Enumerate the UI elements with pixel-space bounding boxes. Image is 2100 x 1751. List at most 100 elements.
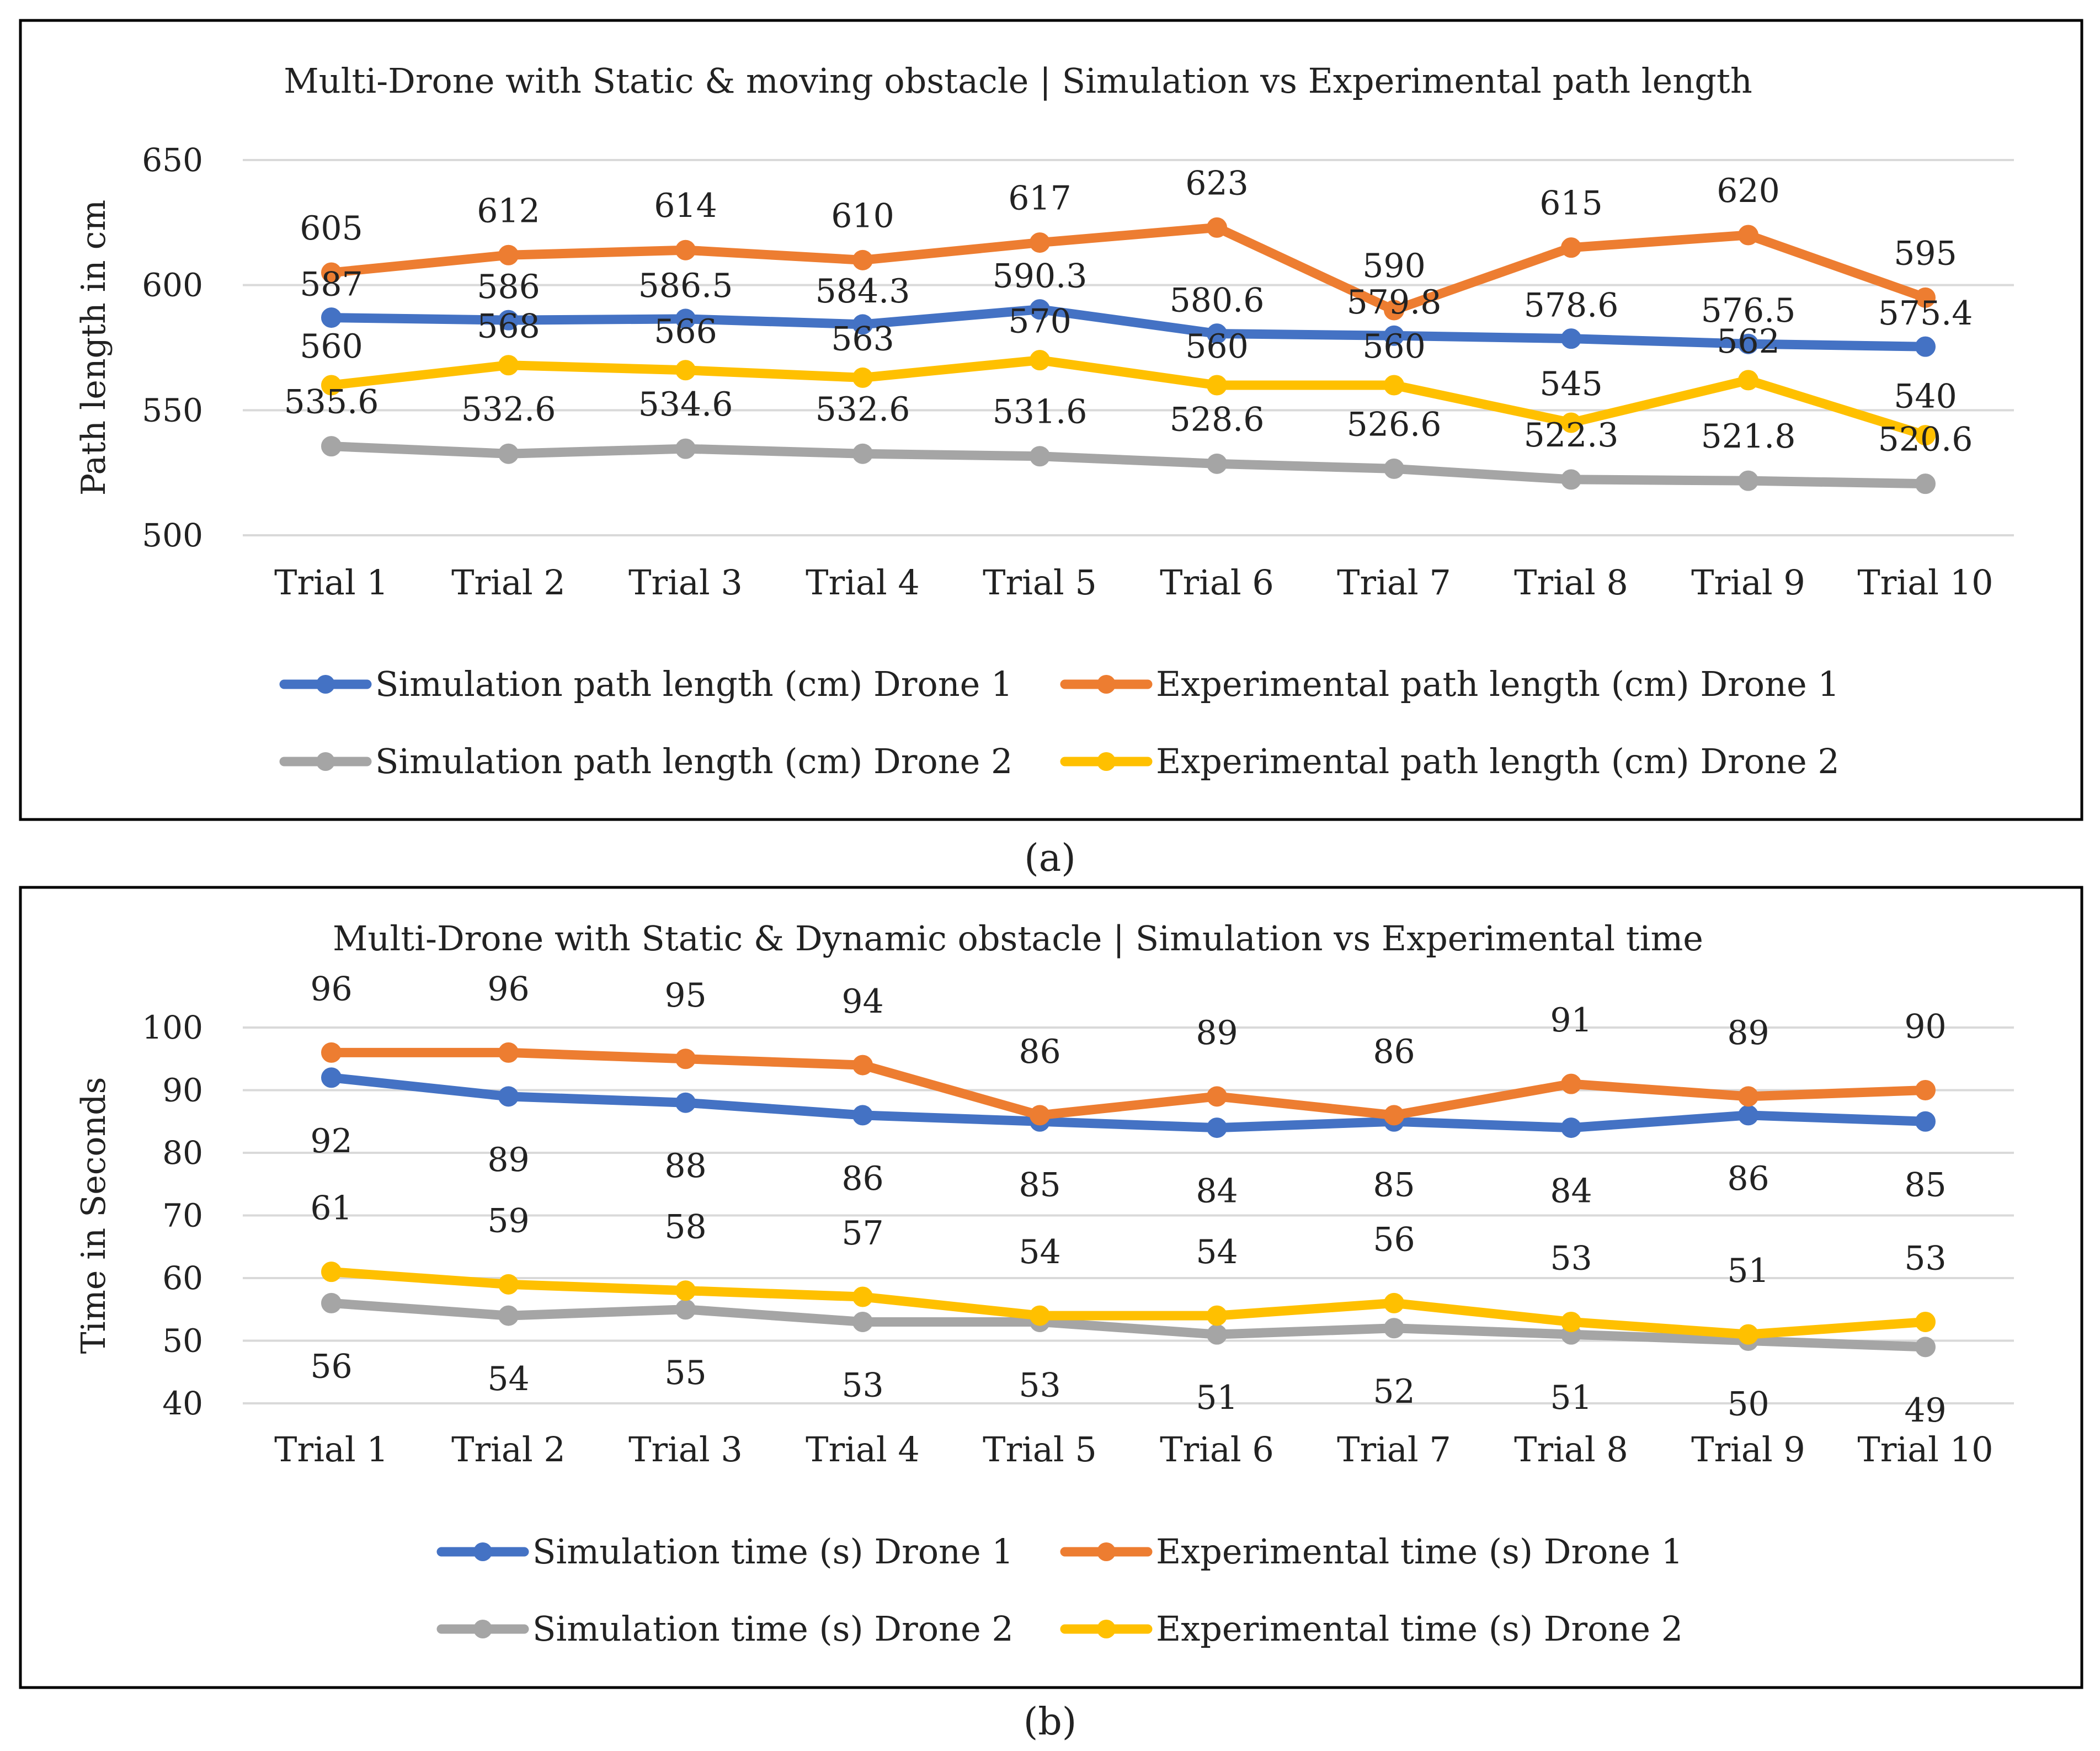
data-point (1738, 1105, 1758, 1126)
data-point (1738, 225, 1758, 246)
data-point (1561, 237, 1581, 258)
data-label: 590 (1362, 247, 1426, 285)
series-line (327, 355, 1930, 440)
data-label: 615 (1539, 184, 1603, 223)
legend-label: Experimental path length (cm) Drone 1 (1156, 664, 1840, 704)
data-label: 614 (654, 187, 717, 225)
legend-label: Experimental time (s) Drone 2 (1156, 1609, 1683, 1649)
data-point (1030, 232, 1050, 253)
x-tick-label: Trial 2 (451, 562, 566, 603)
series-line (327, 1298, 1930, 1352)
data-point (1207, 1305, 1227, 1326)
data-label: 89 (1196, 1014, 1238, 1052)
data-point (1915, 1080, 1936, 1100)
data-point (1030, 1305, 1050, 1326)
data-label: 86 (1727, 1159, 1769, 1198)
data-label: 92 (310, 1122, 352, 1161)
y-axis-label: Time in Seconds (74, 1077, 113, 1354)
data-label: 532.6 (461, 390, 556, 429)
series-line (327, 1047, 1930, 1120)
data-label: 85 (1904, 1165, 1946, 1204)
data-label: 57 (841, 1214, 883, 1253)
data-point (498, 355, 519, 376)
data-label: 520.6 (1878, 421, 1973, 459)
panel-b-caption: (b) (1024, 1700, 1077, 1744)
data-point (321, 1067, 342, 1088)
data-point (1561, 1073, 1581, 1094)
data-point (1561, 1311, 1581, 1332)
data-point (1207, 453, 1227, 474)
legend-swatch-marker (1097, 752, 1116, 771)
data-label: 55 (664, 1354, 706, 1392)
y-tick-label: 80 (162, 1134, 203, 1172)
data-label: 88 (664, 1147, 706, 1185)
data-point (321, 1262, 342, 1282)
data-label: 90 (1904, 1008, 1946, 1046)
data-label: 595 (1894, 234, 1957, 273)
data-point (321, 1042, 342, 1063)
data-point (1738, 370, 1758, 391)
data-label: 617 (1008, 179, 1072, 218)
data-label: 85 (1019, 1165, 1060, 1204)
data-label: 620 (1717, 172, 1780, 210)
data-label: 49 (1904, 1391, 1946, 1430)
data-label: 579.8 (1347, 283, 1442, 322)
data-label: 54 (1019, 1233, 1060, 1271)
data-label: 563 (831, 320, 894, 358)
data-point (675, 360, 696, 381)
x-tick-label: Trial 10 (1857, 1429, 1993, 1470)
data-label: 91 (1550, 1001, 1592, 1040)
data-label: 84 (1196, 1172, 1238, 1211)
legend-swatch-marker (1097, 1620, 1116, 1638)
x-tick-label: Trial 3 (628, 562, 743, 603)
data-point (1915, 336, 1936, 357)
data-point (1030, 1105, 1050, 1126)
data-label: 94 (841, 982, 883, 1021)
y-tick-label: 100 (142, 1009, 203, 1046)
data-label: 52 (1373, 1372, 1415, 1411)
data-label: 522.3 (1524, 416, 1619, 455)
data-label: 53 (841, 1366, 883, 1404)
data-label: 86 (841, 1159, 883, 1198)
data-label: 96 (310, 970, 352, 1008)
data-point (852, 314, 873, 335)
legend-label: Experimental time (s) Drone 1 (1156, 1531, 1683, 1572)
data-point (1207, 1117, 1227, 1138)
data-label: 59 (487, 1201, 529, 1240)
x-tick-label: Trial 4 (806, 1429, 920, 1470)
data-point (1915, 473, 1936, 494)
data-point (1561, 412, 1581, 433)
data-point (321, 1292, 342, 1313)
data-label: 535.6 (284, 383, 379, 422)
x-tick-label: Trial 5 (983, 1429, 1097, 1470)
data-point (1561, 328, 1581, 349)
data-point (1207, 1086, 1227, 1107)
data-label: 540 (1894, 377, 1957, 416)
data-label: 590.3 (993, 257, 1088, 296)
data-point (498, 244, 519, 265)
x-tick-label: Trial 8 (1514, 1429, 1628, 1470)
data-point (1915, 1311, 1936, 1332)
data-point (321, 436, 342, 457)
data-label: 534.6 (638, 385, 733, 424)
legend-swatch-marker (1097, 1542, 1116, 1561)
y-tick-label: 70 (162, 1197, 203, 1234)
data-point (675, 308, 696, 329)
x-tick-label: Trial 1 (274, 1429, 388, 1470)
legend-label: Simulation time (s) Drone 2 (532, 1609, 1014, 1649)
data-label: 605 (300, 209, 363, 248)
data-label: 575.4 (1878, 294, 1973, 333)
data-point (675, 1299, 696, 1320)
data-point (1384, 300, 1404, 321)
x-tick-label: Trial 3 (628, 1429, 743, 1470)
chart-frame (19, 886, 2083, 1689)
x-tick-label: Trial 7 (1337, 1429, 1451, 1470)
legend-swatch-marker (316, 675, 335, 694)
data-point (675, 438, 696, 459)
chart-title: Multi-Drone with Static & Dynamic obstac… (333, 918, 1703, 959)
x-tick-label: Trial 7 (1337, 562, 1451, 603)
data-point (498, 1042, 519, 1063)
data-label: 612 (477, 191, 540, 230)
data-point (675, 1049, 696, 1069)
x-tick-label: Trial 6 (1160, 562, 1274, 603)
